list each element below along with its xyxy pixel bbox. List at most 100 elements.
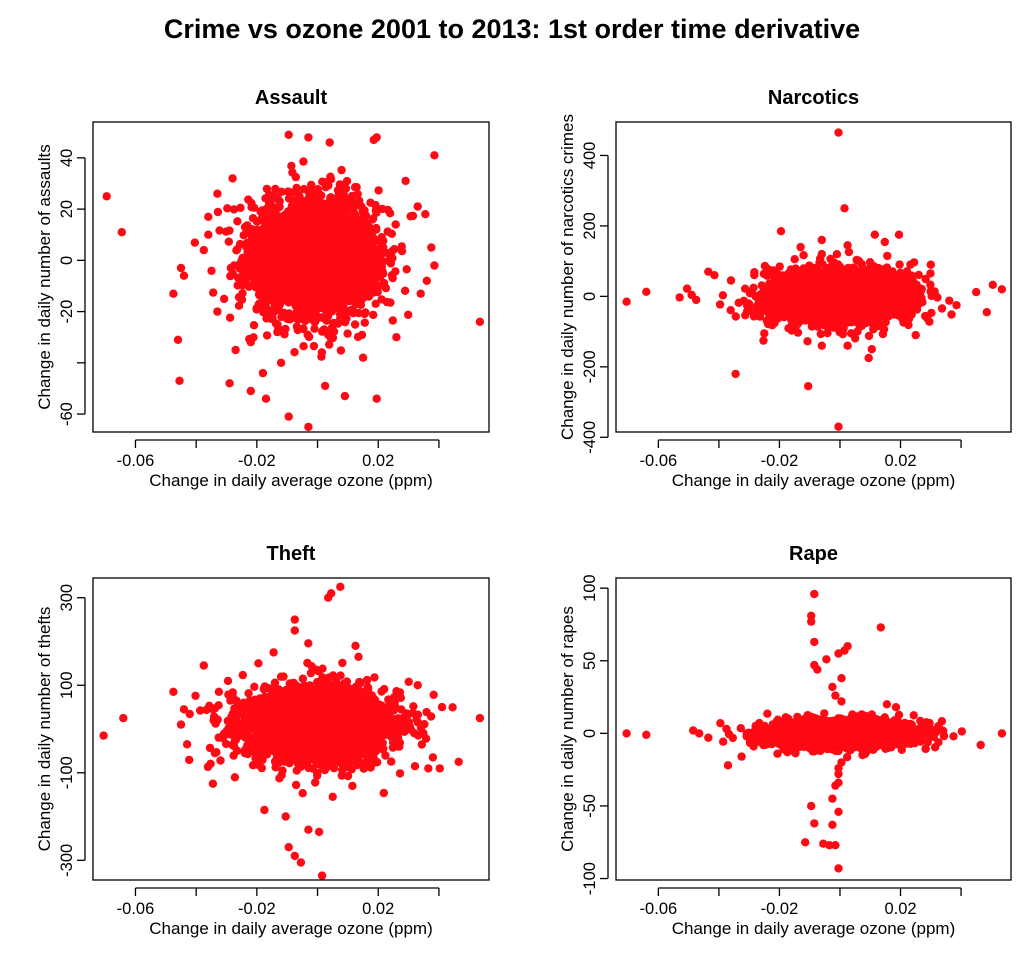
assault-cloud-point <box>293 212 302 221</box>
assault-cloud-point <box>224 237 233 246</box>
assault-cloud-point <box>402 265 411 274</box>
assault-cloud-point <box>352 230 362 239</box>
assault-cloud-point <box>271 291 281 301</box>
assault-cloud-point <box>325 340 334 349</box>
assault-outlier-point <box>102 192 111 201</box>
assault-cloud-point <box>270 208 279 218</box>
assault-cloud-point <box>207 266 216 275</box>
assault-cloud-point <box>374 186 383 195</box>
assault-cloud-point <box>317 191 326 200</box>
assault-cloud-point <box>276 271 285 281</box>
assault-cloud-point <box>284 292 293 301</box>
assault-outlier-point <box>169 289 178 298</box>
assault-cloud-point <box>343 227 352 236</box>
assault-cloud-point <box>233 280 243 290</box>
narcotics-cloud-point <box>726 306 735 315</box>
assault-y-axis-label: Change in daily number of assaults <box>35 144 54 410</box>
assault-cloud-point <box>360 206 369 215</box>
narcotics-cloud-point <box>816 260 826 269</box>
assault-cloud-point <box>255 262 264 272</box>
assault-cloud-point <box>385 256 394 265</box>
assault-cloud-point <box>233 217 242 226</box>
assault-cloud-point <box>315 267 324 276</box>
assault-cloud-point <box>299 342 308 351</box>
assault-cloud-point <box>303 330 312 339</box>
assault-cloud-point <box>248 281 257 290</box>
assault-cloud-point <box>309 341 319 351</box>
assault-outlier-point <box>475 317 485 326</box>
assault-cloud-point <box>262 184 272 194</box>
assault-cloud-point <box>332 194 341 203</box>
assault-outlier-point <box>413 202 422 211</box>
assault-cloud-point <box>209 288 218 297</box>
assault-cloud-point <box>326 172 335 181</box>
assault-cloud-point <box>266 306 275 315</box>
assault-y-tick-label: -20 <box>58 300 76 324</box>
assault-cloud-point <box>379 278 389 288</box>
assault-outlier-point <box>199 245 208 255</box>
assault-cloud-point <box>292 265 301 275</box>
narcotics-cloud-point <box>832 250 842 259</box>
narcotics-cloud-point <box>914 270 923 280</box>
assault-cloud-point <box>236 264 245 273</box>
assault-cloud-point <box>226 271 235 281</box>
assault-cloud-point <box>290 348 299 357</box>
assault-outlier-point <box>179 271 189 280</box>
assault-outlier-point <box>401 176 410 186</box>
narcotics-cloud-point <box>773 313 782 323</box>
assault-cloud-point <box>291 229 300 238</box>
assault-cloud-point <box>377 233 386 242</box>
narcotics-cloud-point <box>909 258 919 267</box>
assault-cloud-point <box>385 209 395 218</box>
assault-outlier-point <box>325 138 334 147</box>
assault-cloud-point <box>311 235 320 244</box>
assault-outlier-point <box>213 307 222 316</box>
assault-cloud-point <box>379 269 388 278</box>
assault-cloud-point <box>350 183 360 192</box>
assault-cloud-point <box>261 194 270 203</box>
assault-cloud-point <box>335 280 344 290</box>
assault-cloud-point <box>356 296 366 305</box>
narcotics-cloud-point <box>945 296 954 305</box>
assault-cloud-point <box>260 216 269 225</box>
assault-cloud-point <box>353 189 362 199</box>
assault-cloud-point <box>287 161 296 171</box>
assault-cloud-point <box>248 262 257 271</box>
assault-cloud-point <box>330 233 339 242</box>
narcotics-title: Narcotics <box>768 87 859 109</box>
assault-cloud-point <box>350 259 359 269</box>
assault-cloud-point <box>364 252 373 261</box>
assault-outlier-point <box>231 345 240 355</box>
assault-cloud-point <box>273 327 282 337</box>
assault-cloud-point <box>277 229 286 238</box>
assault-cloud-point <box>294 290 304 299</box>
assault-cloud-point <box>388 316 397 325</box>
assault-cloud-point <box>262 204 271 214</box>
assault-cloud-point <box>291 313 300 323</box>
narcotics-cloud-point <box>853 327 862 336</box>
assault-cloud-point <box>372 225 381 234</box>
assault-cloud-point <box>368 274 377 283</box>
assault-cloud-point <box>254 299 264 309</box>
assault-cloud-point <box>304 237 314 247</box>
narcotics-cloud-point <box>911 289 921 298</box>
assault-cloud-point <box>293 325 302 335</box>
assault-cloud-point <box>249 321 259 330</box>
narcotics-cloud-point <box>764 317 773 326</box>
narcotics-cloud-point <box>933 293 942 302</box>
assault-cloud-point <box>315 203 324 212</box>
assault-outlier-point <box>304 422 313 432</box>
assault-cloud-point <box>350 320 360 329</box>
assault-cloud-point <box>340 318 350 327</box>
assault-cloud-point <box>283 246 292 255</box>
assault-cloud-point <box>307 305 316 315</box>
assault-cloud-point <box>249 203 259 212</box>
assault-cloud-point <box>269 232 278 241</box>
assault-outlier-point <box>430 261 439 270</box>
assault-cloud-point <box>336 346 346 355</box>
assault-cloud-point <box>286 214 295 223</box>
narcotics-cloud-point <box>926 269 935 278</box>
figure-title: Crime vs ozone 2001 to 2013: 1st order t… <box>163 14 861 44</box>
